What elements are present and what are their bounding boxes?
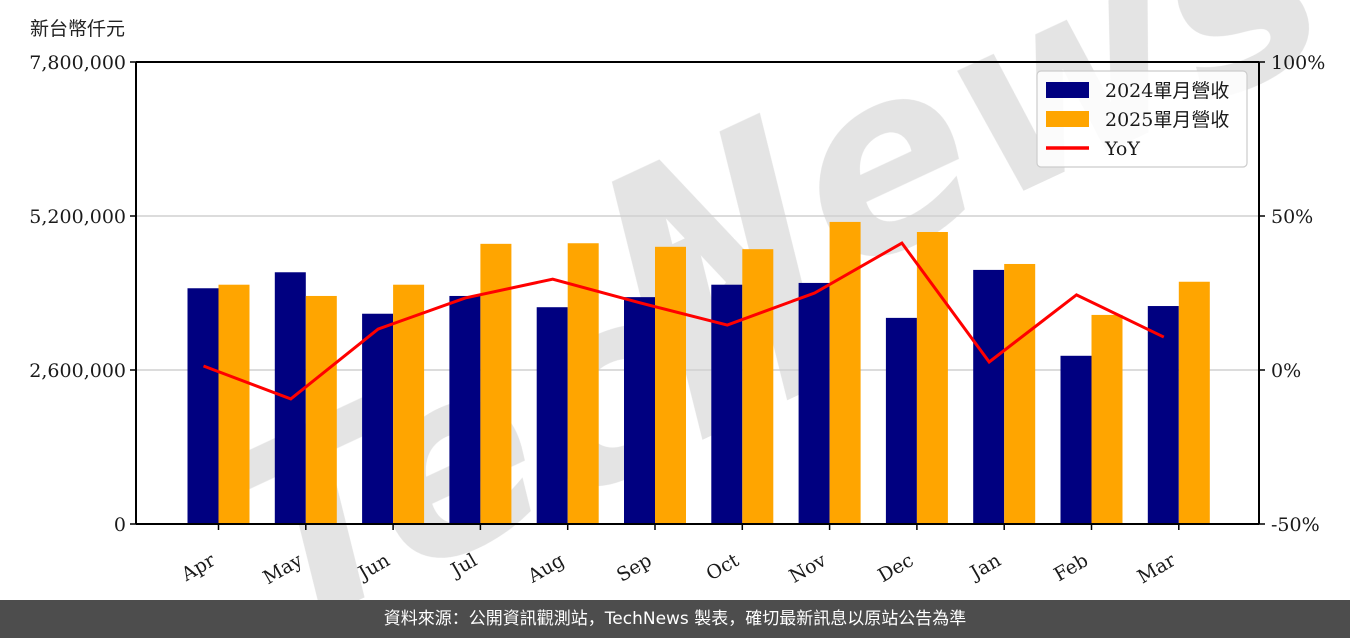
bar-2025 <box>916 231 948 524</box>
bar-2025 <box>742 249 774 524</box>
bar-2025 <box>829 221 861 524</box>
bar-2024 <box>624 297 655 524</box>
yoy-polyline <box>202 241 1165 401</box>
bar-2025 <box>1178 281 1210 524</box>
bar-2025 <box>305 295 337 524</box>
y-tick-label: 2,600,000 <box>29 360 126 382</box>
bar-2024 <box>362 313 394 524</box>
bar-2024 <box>885 317 917 524</box>
y2-tick-label: -50% <box>1271 514 1320 536</box>
legend-label: 2024單月營收 <box>1105 80 1229 102</box>
x-tick-label: Mar <box>1134 549 1180 588</box>
legend-swatch <box>1046 82 1089 98</box>
bar-2025 <box>655 246 686 525</box>
revenue-chart: Tech News 02,600,0005,200,0007,800,000-5… <box>29 0 1350 600</box>
y2-tick-label: 50% <box>1271 206 1313 228</box>
y-tick-label: 5,200,000 <box>29 206 126 228</box>
bar-2024 <box>449 295 481 524</box>
y-axis-unit-label: 新台幣仟元 <box>30 18 126 40</box>
bar-2024 <box>1147 306 1179 524</box>
bar-2024 <box>536 307 568 524</box>
legend-label: 2025單月營收 <box>1105 109 1229 131</box>
legend-box <box>1036 70 1248 168</box>
y2-tick-label: 100% <box>1271 52 1325 74</box>
x-tick-label: Oct <box>702 549 743 585</box>
y2-tick-label: 0% <box>1271 360 1301 382</box>
x-tick-label: Jan <box>965 549 1005 585</box>
x-tick-label: Nov <box>785 549 830 588</box>
bar-2024 <box>973 269 1005 524</box>
x-tick-label: Feb <box>1050 549 1092 586</box>
y-tick-label: 0 <box>114 514 126 536</box>
bar-2025 <box>218 284 250 524</box>
x-tick-label: Apr <box>177 549 220 586</box>
legend: 2024單月營收 2025單月營收 YoY <box>1036 70 1248 168</box>
bar-2025 <box>393 284 425 524</box>
bar-2025 <box>480 243 512 525</box>
legend-label: YoY <box>1104 138 1140 160</box>
bar-2024 <box>798 282 830 524</box>
legend-swatch <box>1046 111 1089 127</box>
yoy-line <box>202 241 1165 401</box>
x-tick-label: Dec <box>874 549 917 587</box>
source-footer: 資料來源：公開資訊觀測站，TechNews 製表，確切最新訊息以原站公告為準 <box>0 600 1350 638</box>
y-tick-label: 7,800,000 <box>29 52 126 74</box>
bar-2025 <box>1004 263 1036 524</box>
bar-2024 <box>1060 355 1092 524</box>
bar-2024 <box>187 288 219 524</box>
bar-2025 <box>1091 314 1123 524</box>
x-tick-label: Sep <box>613 549 656 586</box>
